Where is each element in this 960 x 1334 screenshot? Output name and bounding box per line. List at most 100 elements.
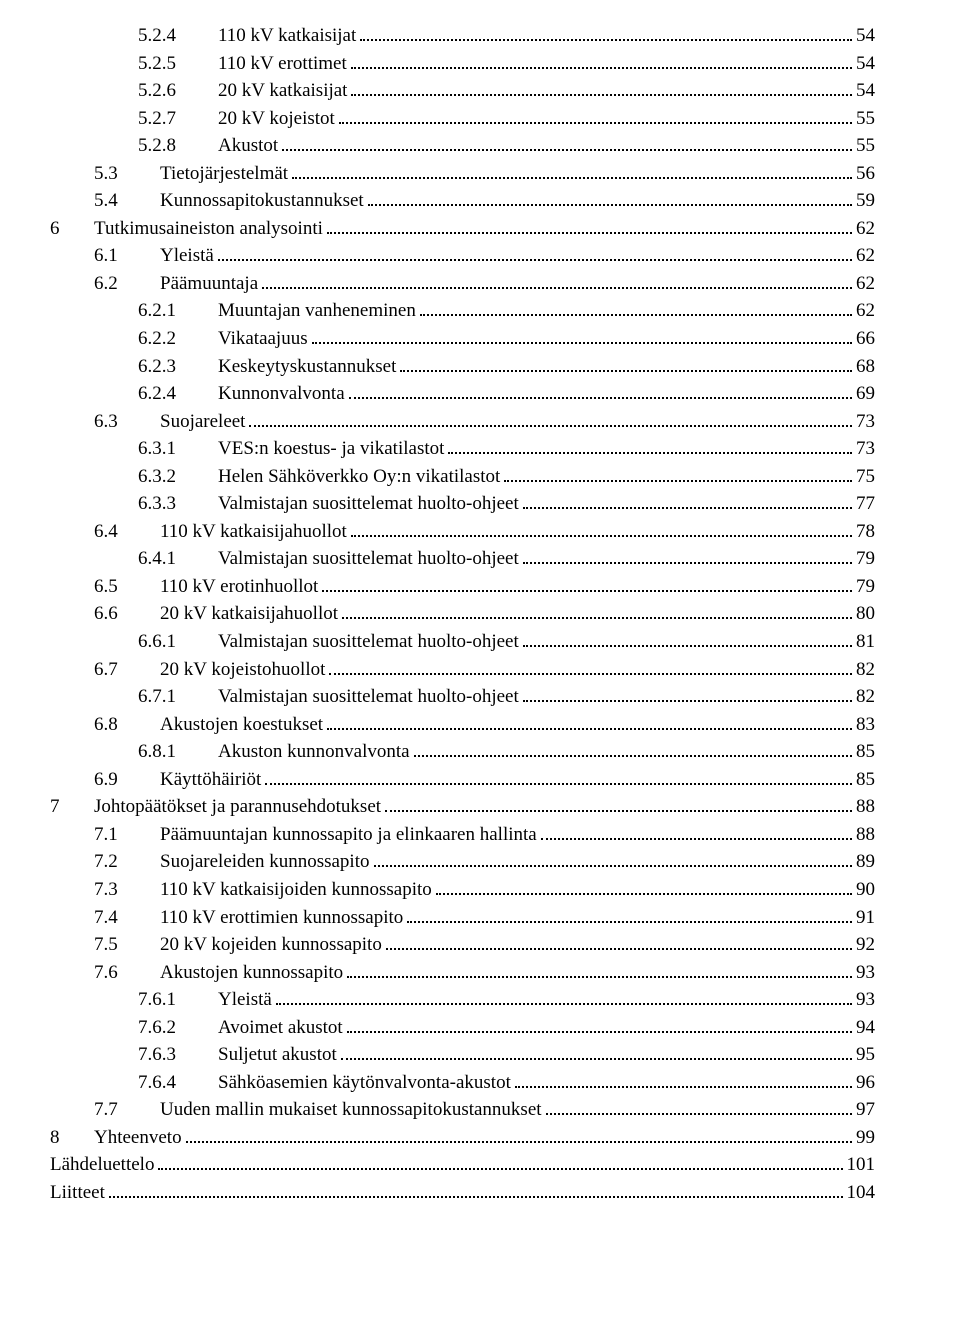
toc-entry-page: 62 xyxy=(856,270,875,298)
toc-entry: 7.6.4Sähköasemien käytönvalvonta-akustot… xyxy=(50,1069,875,1097)
toc-entry-title: 110 kV erottimien kunnossapito xyxy=(160,904,403,932)
toc-entry-page: 62 xyxy=(856,215,875,243)
toc-entry-number: 6.6.1 xyxy=(138,628,218,656)
toc-entry-number: 7.1 xyxy=(94,821,160,849)
toc-entry-page: 85 xyxy=(856,766,875,794)
toc-entry-title: Helen Sähköverkko Oy:n vikatilastot xyxy=(218,463,500,491)
toc-entry-page: 82 xyxy=(856,683,875,711)
toc-leader-dots xyxy=(386,934,852,950)
toc-entry-page: 69 xyxy=(856,380,875,408)
toc-entry: 6.620 kV katkaisijahuollot80 xyxy=(50,600,875,628)
toc-entry-number: 6.2.1 xyxy=(138,297,218,325)
toc-entry-title: Akustojen koestukset xyxy=(160,711,323,739)
toc-entry-number: 5.3 xyxy=(94,160,160,188)
toc-entry-page: 66 xyxy=(856,325,875,353)
toc-entry-title: Valmistajan suosittelemat huolto-ohjeet xyxy=(218,545,519,573)
toc-entry-page: 55 xyxy=(856,132,875,160)
toc-entry-title: Valmistajan suosittelemat huolto-ohjeet xyxy=(218,683,519,711)
toc-entry-number: 7.6.1 xyxy=(138,986,218,1014)
toc-leader-dots xyxy=(360,25,852,41)
toc-entry: 6.7.1Valmistajan suosittelemat huolto-oh… xyxy=(50,683,875,711)
toc-entry-title: 20 kV kojeiden kunnossapito xyxy=(160,931,382,959)
toc-entry-page: 54 xyxy=(856,22,875,50)
toc-entry-number: 7.6.4 xyxy=(138,1069,218,1097)
toc-entry-title: Avoimet akustot xyxy=(218,1014,343,1042)
toc-entry-page: 54 xyxy=(856,50,875,78)
toc-entry-title: Sähköasemien käytönvalvonta-akustot xyxy=(218,1069,511,1097)
toc-entry: 7.4110 kV erottimien kunnossapito91 xyxy=(50,904,875,932)
toc-entry-page: 92 xyxy=(856,931,875,959)
toc-entry-title: Akuston kunnonvalvonta xyxy=(218,738,410,766)
toc-entry-title: Suojareleiden kunnossapito xyxy=(160,848,370,876)
toc-entry: 6.3.1VES:n koestus- ja vikatilastot73 xyxy=(50,435,875,463)
toc-entry-title: Yhteenveto xyxy=(94,1124,182,1152)
toc-leader-dots xyxy=(329,658,852,674)
toc-entry: 7.1Päämuuntajan kunnossapito ja elinkaar… xyxy=(50,821,875,849)
toc-leader-dots xyxy=(282,135,852,151)
toc-entry-page: 68 xyxy=(856,353,875,381)
toc-entry-title: Akustojen kunnossapito xyxy=(160,959,343,987)
toc-entry-title: Kunnonvalvonta xyxy=(218,380,345,408)
toc-entry-page: 101 xyxy=(847,1151,876,1179)
toc-entry: 6Tutkimusaineiston analysointi62 xyxy=(50,215,875,243)
toc-entry-title: 110 kV katkaisijoiden kunnossapito xyxy=(160,876,432,904)
toc-entry-title: Lähdeluettelo xyxy=(50,1151,154,1179)
toc-entry: 6.5110 kV erotinhuollot79 xyxy=(50,573,875,601)
toc-entry-title: 110 kV erotinhuollot xyxy=(160,573,318,601)
toc-entry-number: 5.2.4 xyxy=(138,22,218,50)
toc-entry-title: Kunnossapitokustannukset xyxy=(160,187,364,215)
toc-entry-page: 97 xyxy=(856,1096,875,1124)
toc-entry-title: Suljetut akustot xyxy=(218,1041,337,1069)
toc-entry-page: 56 xyxy=(856,160,875,188)
toc-entry: 5.3Tietojärjestelmät56 xyxy=(50,160,875,188)
toc-leader-dots xyxy=(349,383,852,399)
toc-entry-number: 7.5 xyxy=(94,931,160,959)
toc-entry: 7.6Akustojen kunnossapito93 xyxy=(50,959,875,987)
toc-entry: 5.2.5110 kV erottimet54 xyxy=(50,50,875,78)
toc-entry: 6.2.2Vikataajuus66 xyxy=(50,325,875,353)
toc-entry-page: 80 xyxy=(856,600,875,628)
toc-leader-dots xyxy=(109,1182,843,1198)
toc-entry-page: 62 xyxy=(856,297,875,325)
toc-leader-dots xyxy=(158,1154,842,1170)
toc-entry: 6.2.1Muuntajan vanheneminen 62 xyxy=(50,297,875,325)
toc-entry-page: 94 xyxy=(856,1014,875,1042)
toc-entry: 6.2.3Keskeytyskustannukset68 xyxy=(50,353,875,381)
toc-entry-page: 78 xyxy=(856,518,875,546)
toc-entry-title: Muuntajan vanheneminen xyxy=(218,297,416,325)
toc-leader-dots xyxy=(347,961,852,977)
toc-entry-number: 5.2.8 xyxy=(138,132,218,160)
toc-leader-dots xyxy=(407,906,852,922)
toc-entry-number: 6 xyxy=(50,215,94,243)
toc-leader-dots xyxy=(292,162,852,178)
toc-leader-dots xyxy=(414,741,852,757)
toc-entry-page: 89 xyxy=(856,848,875,876)
toc-entry: 7.520 kV kojeiden kunnossapito 92 xyxy=(50,931,875,959)
toc-leader-dots xyxy=(276,989,852,1005)
toc-entry-number: 6.4.1 xyxy=(138,545,218,573)
toc-leader-dots xyxy=(249,410,852,426)
toc-entry-page: 62 xyxy=(856,242,875,270)
toc-leader-dots xyxy=(312,328,852,344)
toc-entry-page: 85 xyxy=(856,738,875,766)
toc-leader-dots xyxy=(186,1127,852,1143)
toc-entry-title: Yleistä xyxy=(218,986,272,1014)
toc-leader-dots xyxy=(546,1099,852,1115)
toc-leader-dots xyxy=(351,80,852,96)
toc-entry-number: 5.4 xyxy=(94,187,160,215)
toc-entry-number: 7.6 xyxy=(94,959,160,987)
toc-entry: 6.1Yleistä62 xyxy=(50,242,875,270)
toc-entry-title: Valmistajan suosittelemat huolto-ohjeet xyxy=(218,490,519,518)
toc-entry-number: 6.3.2 xyxy=(138,463,218,491)
toc-leader-dots xyxy=(515,1072,852,1088)
toc-entry-number: 7 xyxy=(50,793,94,821)
toc-entry-title: Suojareleet xyxy=(160,408,245,436)
toc-entry: 6.3.3Valmistajan suosittelemat huolto-oh… xyxy=(50,490,875,518)
toc-entry: 7.2Suojareleiden kunnossapito89 xyxy=(50,848,875,876)
toc-entry-title: Liitteet xyxy=(50,1179,105,1207)
toc-entry-number: 6.2.4 xyxy=(138,380,218,408)
toc-entry-number: 6.3 xyxy=(94,408,160,436)
toc-entry-page: 96 xyxy=(856,1069,875,1097)
toc-entry: 6.3.2Helen Sähköverkko Oy:n vikatilastot… xyxy=(50,463,875,491)
toc-entry: 5.2.720 kV kojeistot55 xyxy=(50,105,875,133)
